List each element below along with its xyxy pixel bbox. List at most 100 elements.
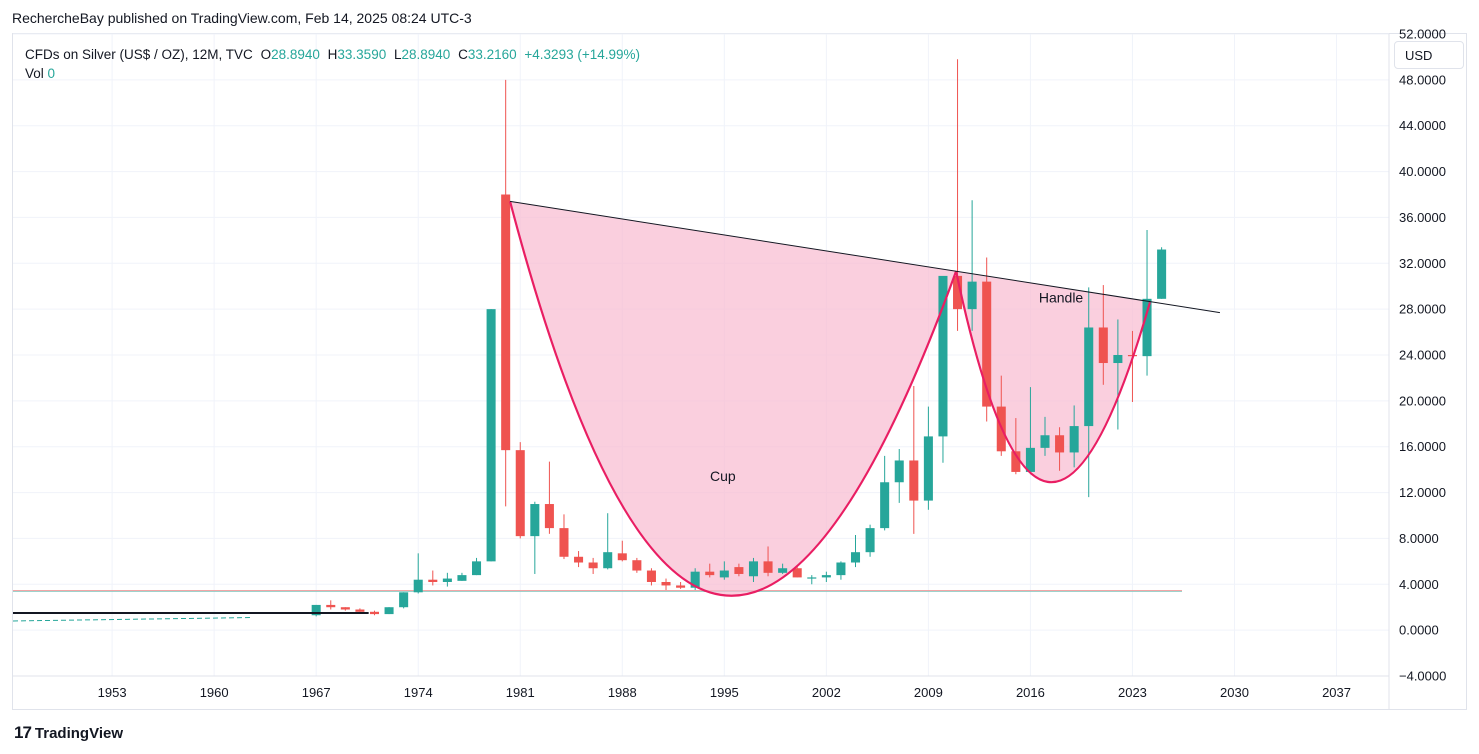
candle-body xyxy=(369,611,380,615)
ohlc-row: CFDs on Silver (US$ / OZ), 12M, TVC O 28.… xyxy=(25,45,640,64)
candle-body xyxy=(340,607,350,610)
y-tick-label: 24.0000 xyxy=(1399,348,1446,363)
candle-body xyxy=(515,450,525,537)
symbol-label[interactable]: CFDs on Silver (US$ / OZ), 12M, TVC xyxy=(25,47,253,62)
candle-body xyxy=(778,568,788,573)
drawings xyxy=(13,200,1220,614)
y-tick-label: 8.0000 xyxy=(1399,531,1439,546)
low-key: L xyxy=(393,47,402,62)
candle-body xyxy=(355,609,365,612)
annotation-label: Cup xyxy=(710,468,736,484)
published-line: RechercheBay published on TradingView.co… xyxy=(12,10,472,26)
footer-brand[interactable]: 17 TradingView xyxy=(14,723,123,743)
candle-body xyxy=(719,570,729,578)
candle-body xyxy=(676,585,686,588)
high-key: H xyxy=(327,47,338,62)
candle-body xyxy=(1040,435,1050,448)
low-value: 28.8940 xyxy=(401,47,451,62)
dashed-history-line xyxy=(12,617,253,622)
x-tick-label: 2016 xyxy=(1016,685,1045,700)
candle-body xyxy=(1084,327,1094,427)
candle-body xyxy=(588,562,598,569)
close-key: C xyxy=(458,47,468,62)
x-tick-label: 1953 xyxy=(98,685,127,700)
candle-body xyxy=(1055,435,1065,453)
y-tick-label: 32.0000 xyxy=(1399,256,1446,271)
candle-body xyxy=(530,504,540,537)
annotation-label: Handle xyxy=(1039,289,1084,305)
candle-body xyxy=(1142,298,1152,357)
candle-body xyxy=(603,552,613,569)
candle-body xyxy=(661,581,671,586)
x-tick-label: 2037 xyxy=(1322,685,1351,700)
x-axis: 1953 1960 1967 1974 1981 1988 1995 2002 2009 2016… xyxy=(98,685,1351,700)
candles xyxy=(311,59,1167,617)
candle-body xyxy=(632,560,642,571)
candle-body xyxy=(923,436,933,501)
candle-body xyxy=(1069,426,1079,453)
open-key: O xyxy=(260,47,272,62)
x-tick-label: 2030 xyxy=(1220,685,1249,700)
currency-button[interactable]: USD xyxy=(1394,41,1464,69)
y-tick-label: 4.0000 xyxy=(1399,577,1439,592)
handle-curve xyxy=(955,271,1152,484)
annotations: Cup Handle xyxy=(710,289,1083,484)
candle-body xyxy=(1157,249,1167,299)
candle-body xyxy=(690,571,700,588)
y-tick-label: 44.0000 xyxy=(1399,118,1446,133)
x-tick-label: 1981 xyxy=(506,685,535,700)
candle-body xyxy=(763,561,773,573)
y-tick-label: 48.0000 xyxy=(1399,72,1446,87)
change-value: +4.3293 (+14.99%) xyxy=(524,47,640,62)
candle-body xyxy=(617,553,627,561)
brand-name: TradingView xyxy=(34,724,124,742)
y-tick-label: 12.0000 xyxy=(1399,485,1446,500)
tradingview-logo-icon: 17 xyxy=(14,723,32,742)
candle-body xyxy=(501,194,511,451)
y-tick-label: 16.0000 xyxy=(1399,439,1446,454)
candle-body xyxy=(821,575,831,578)
x-tick-label: 2002 xyxy=(812,685,841,700)
candle-body xyxy=(1011,451,1021,472)
y-tick-label: 52.0000 xyxy=(1399,27,1446,42)
candle-body xyxy=(953,275,963,310)
y-tick-label: 36.0000 xyxy=(1399,210,1446,225)
candle-body xyxy=(734,567,744,574)
candle-body xyxy=(792,568,802,578)
candle-body xyxy=(311,604,321,616)
candle-body xyxy=(909,460,919,501)
candle-body xyxy=(967,281,977,310)
vol-value: 0 xyxy=(47,66,56,81)
candle-body xyxy=(1098,327,1108,364)
candle-body xyxy=(457,575,467,581)
candle-body xyxy=(384,607,394,615)
candle-body xyxy=(705,571,715,576)
candle-body xyxy=(326,604,336,608)
candle-body xyxy=(428,579,438,582)
candle-body xyxy=(1025,447,1035,472)
candle-body xyxy=(1113,355,1123,364)
x-tick-label: 1974 xyxy=(404,685,433,700)
candle-body xyxy=(880,482,890,529)
y-tick-label: 28.0000 xyxy=(1399,302,1446,317)
volume-row: Vol 0 xyxy=(25,64,640,83)
y-tick-label: −4.0000 xyxy=(1399,669,1446,684)
candle-body xyxy=(574,556,584,563)
candle-body xyxy=(836,562,846,576)
candle-body xyxy=(544,504,554,529)
x-tick-label: 1967 xyxy=(302,685,331,700)
candle-body xyxy=(865,528,875,553)
candle-body xyxy=(807,577,817,579)
candle-body xyxy=(850,552,861,563)
y-tick-label: 20.0000 xyxy=(1399,393,1446,408)
candle-body xyxy=(982,281,992,407)
candle-body xyxy=(894,460,904,483)
candle-body xyxy=(646,570,656,582)
candle-body xyxy=(442,578,452,582)
x-tick-label: 2009 xyxy=(914,685,943,700)
y-tick-label: 40.0000 xyxy=(1399,164,1446,179)
cup-handle-fill xyxy=(510,201,1150,596)
resistance-trendline xyxy=(509,200,1220,314)
candle-body xyxy=(938,275,948,437)
